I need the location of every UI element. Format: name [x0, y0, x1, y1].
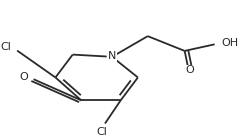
Text: Cl: Cl: [1, 42, 12, 52]
Text: Cl: Cl: [97, 127, 108, 137]
Text: N: N: [108, 51, 116, 61]
Text: O: O: [19, 72, 28, 83]
Text: O: O: [185, 65, 194, 75]
Text: OH: OH: [221, 38, 238, 48]
